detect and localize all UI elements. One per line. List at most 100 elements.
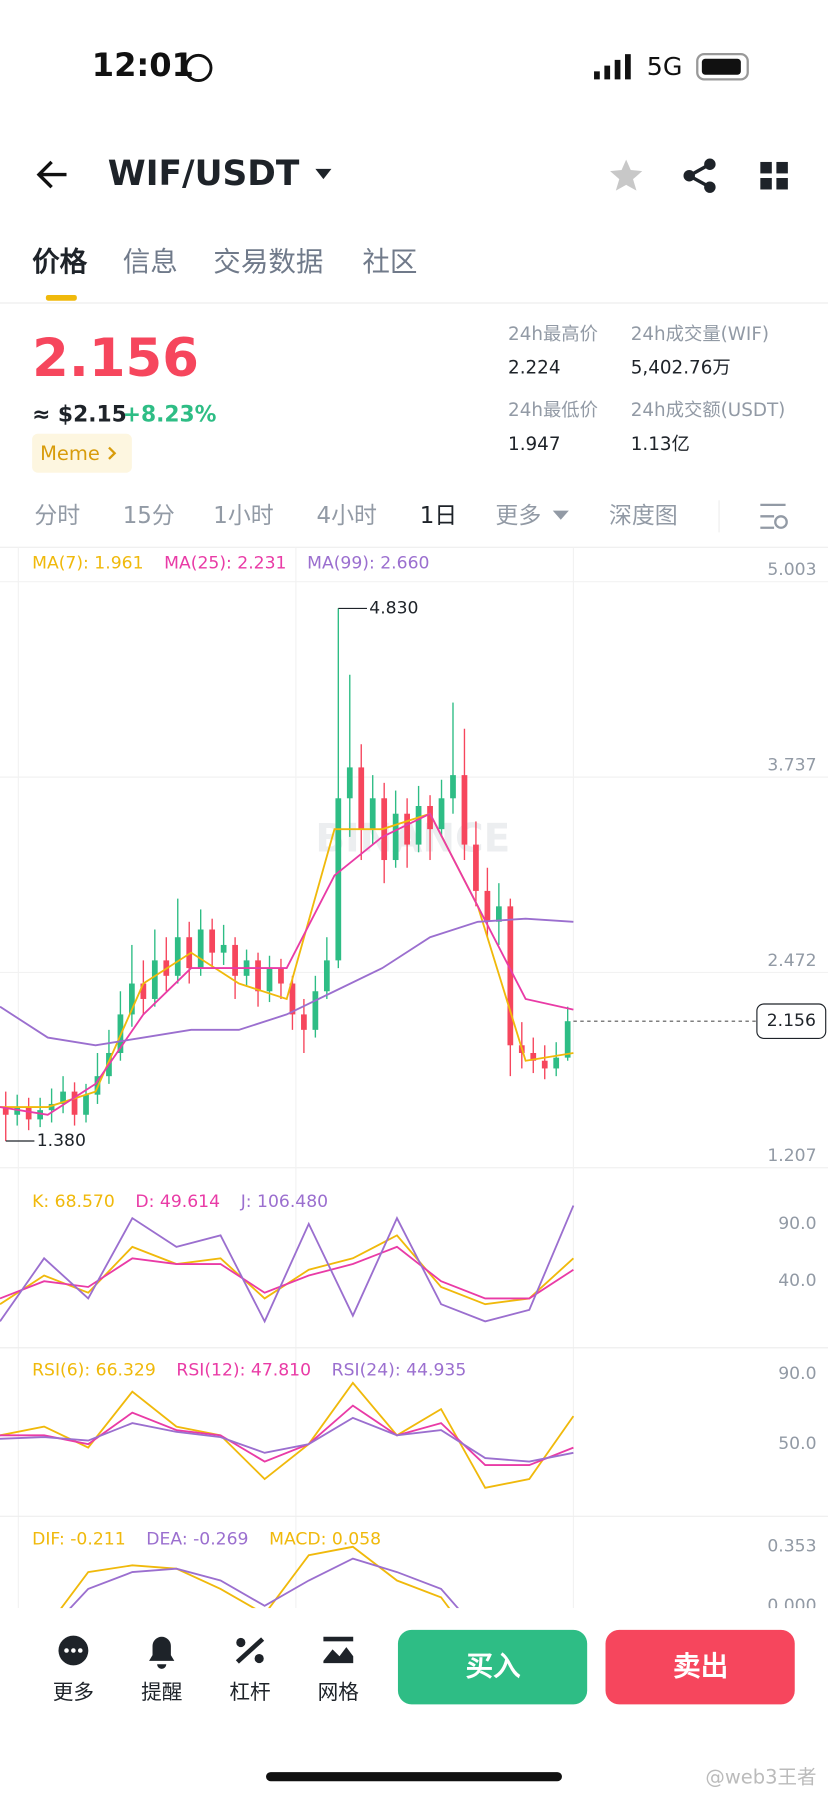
candle-body — [438, 798, 445, 830]
current-label: 2.156 — [767, 1011, 816, 1031]
y-tick-label: 2.472 — [767, 951, 816, 971]
current-box — [756, 1003, 827, 1039]
candle-body — [495, 906, 502, 922]
interval[interactable]: 1日 — [420, 503, 458, 529]
candle-body — [461, 775, 468, 845]
y-tick-label: 90.0 — [778, 1364, 816, 1384]
candle-body — [14, 1107, 21, 1115]
candle-body — [323, 960, 330, 992]
candle-body — [232, 944, 238, 976]
interval[interactable]: 深度图 — [609, 503, 678, 529]
kdj-line — [0, 1245, 574, 1300]
network: 5G — [647, 52, 683, 81]
legend: MA(99): 2.660 — [307, 553, 429, 573]
sell-label[interactable]: 卖出 — [673, 1651, 728, 1683]
candle-body — [553, 1057, 560, 1069]
rsi-line — [0, 1381, 575, 1489]
share[interactable] — [683, 158, 716, 193]
favorite[interactable] — [610, 159, 643, 191]
candle-body — [358, 767, 365, 830]
watermark: BINANCE — [315, 816, 510, 861]
stat-value: 1.947 — [508, 434, 560, 455]
interval[interactable]: 分时 — [34, 503, 80, 529]
pair-dropdown[interactable] — [315, 168, 332, 180]
layout[interactable] — [760, 161, 788, 190]
stat-value: 1.13亿 — [631, 434, 690, 455]
more-arrow — [552, 510, 569, 520]
candle-body — [404, 813, 410, 845]
candle-body — [312, 991, 319, 1030]
stat-value: 2.224 — [508, 357, 560, 378]
candle-body — [484, 890, 491, 922]
buy-label[interactable]: 买入 — [466, 1651, 522, 1683]
candle-body — [186, 937, 193, 969]
buy-button[interactable] — [397, 1629, 588, 1705]
pair[interactable]: WIF/USDT — [108, 154, 300, 194]
stat-label: 24h成交量(WIF) — [631, 324, 769, 345]
usd-price: ≈ $2.15 — [32, 402, 127, 427]
high-label: 4.830 — [369, 598, 418, 618]
ma-line — [0, 917, 574, 1047]
candle-body — [427, 805, 433, 830]
battery — [696, 53, 749, 81]
tool-label[interactable]: 提醒 — [141, 1680, 182, 1704]
stat-label: 24h最低价 — [508, 400, 598, 421]
signal — [594, 54, 631, 80]
tab[interactable]: 价格 — [32, 246, 88, 278]
y-tick-label: 3.737 — [767, 756, 816, 776]
rsi-line — [0, 1404, 574, 1466]
candle-body — [2, 1107, 9, 1115]
candle-body — [209, 929, 216, 953]
back[interactable] — [36, 160, 67, 189]
candle-body — [507, 906, 514, 1046]
tool-label[interactable]: 杠杆 — [229, 1680, 270, 1704]
legend: MACD: 0.058 — [269, 1529, 381, 1549]
rsi-line — [0, 1416, 574, 1463]
tool-label[interactable]: 更多 — [53, 1680, 94, 1704]
interval[interactable]: 更多 — [495, 503, 541, 529]
plots: MA(7): 1.961 MA(25): 2.231 MA(99): 2.660 5.… — [0, 547, 828, 1658]
candle-body — [278, 968, 284, 984]
candle-body — [83, 1094, 89, 1115]
legend: RSI(6): 66.329 — [32, 1361, 156, 1381]
sell-button[interactable] — [605, 1629, 795, 1705]
legend: D: 49.614 — [135, 1192, 220, 1212]
candle-body — [301, 1014, 307, 1030]
tag-bg[interactable] — [32, 433, 132, 473]
candle-body — [415, 805, 422, 845]
kdj-line — [0, 1205, 575, 1324]
tool-label[interactable]: 网格 — [318, 1680, 360, 1704]
candle-body — [151, 960, 158, 999]
legend: DIF: -0.211 — [32, 1529, 126, 1549]
battery-level — [701, 58, 741, 75]
interval[interactable]: 15分 — [123, 503, 175, 529]
credit: @web3王者 — [705, 1765, 816, 1788]
stat-value: 5,402.76万 — [631, 357, 731, 378]
candle-body — [25, 1107, 32, 1120]
interval[interactable]: 1小时 — [213, 503, 274, 529]
legend: RSI(12): 47.810 — [176, 1361, 311, 1381]
candle-body — [174, 937, 181, 976]
candle-body — [71, 1091, 78, 1115]
tab[interactable]: 交易数据 — [213, 246, 323, 278]
tab[interactable]: 信息 — [123, 246, 178, 278]
home-indicator — [266, 1772, 562, 1782]
candle-body — [530, 1053, 537, 1061]
chart-settings[interactable] — [760, 503, 788, 529]
low-label: 1.380 — [37, 1131, 86, 1151]
candle-body — [541, 1060, 548, 1069]
legend: DEA: -0.269 — [146, 1529, 248, 1549]
stat-label: 24h成交额(USDT) — [631, 400, 786, 421]
last-price: 2.156 — [32, 328, 199, 389]
y-tick-label: 90.0 — [778, 1214, 816, 1234]
candle-body — [140, 983, 147, 999]
tag[interactable]: Meme — [40, 442, 100, 465]
candle-body — [220, 944, 227, 953]
candle-body — [37, 1110, 44, 1120]
tab[interactable]: 社区 — [362, 246, 417, 278]
interval[interactable]: 4小时 — [317, 503, 378, 529]
candle-body — [473, 844, 479, 891]
legend: MA(25): 2.231 — [164, 553, 286, 573]
